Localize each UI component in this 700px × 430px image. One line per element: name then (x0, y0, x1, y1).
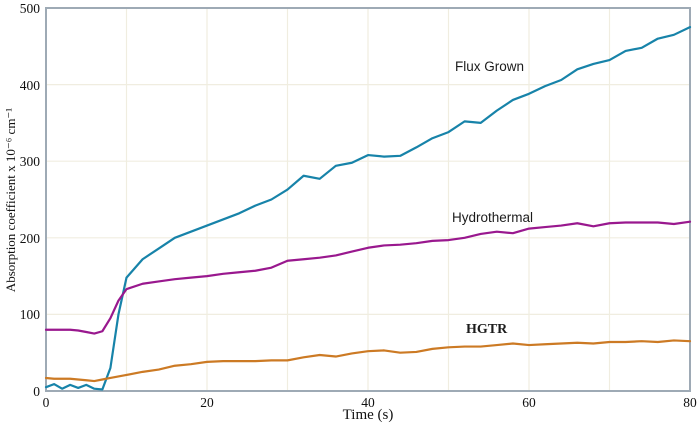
y-tick-label: 300 (19, 154, 40, 170)
y-tick-label: 500 (19, 1, 40, 16)
y-tick-label: 200 (19, 230, 40, 246)
x-tick-label: 80 (683, 395, 697, 410)
x-tick-label: 40 (361, 395, 375, 410)
y-tick-label: 400 (19, 77, 40, 93)
x-tick-label: 0 (42, 395, 50, 410)
x-tick-label: 60 (522, 395, 536, 410)
x-tick-label: 20 (200, 395, 214, 410)
series-label-flux-grown: Flux Grown (455, 59, 525, 74)
y-tick-label: 100 (19, 307, 40, 323)
series-label-hgtr: HGTR (466, 322, 508, 337)
y-axis-title: Absorption coefficient x 10⁻⁶ cm⁻¹ (3, 107, 18, 293)
series-label-hydrothermal: Hydrothermal (452, 210, 534, 225)
y-tick-label: 0 (33, 384, 40, 399)
x-axis-title: Time (s) (342, 407, 394, 423)
